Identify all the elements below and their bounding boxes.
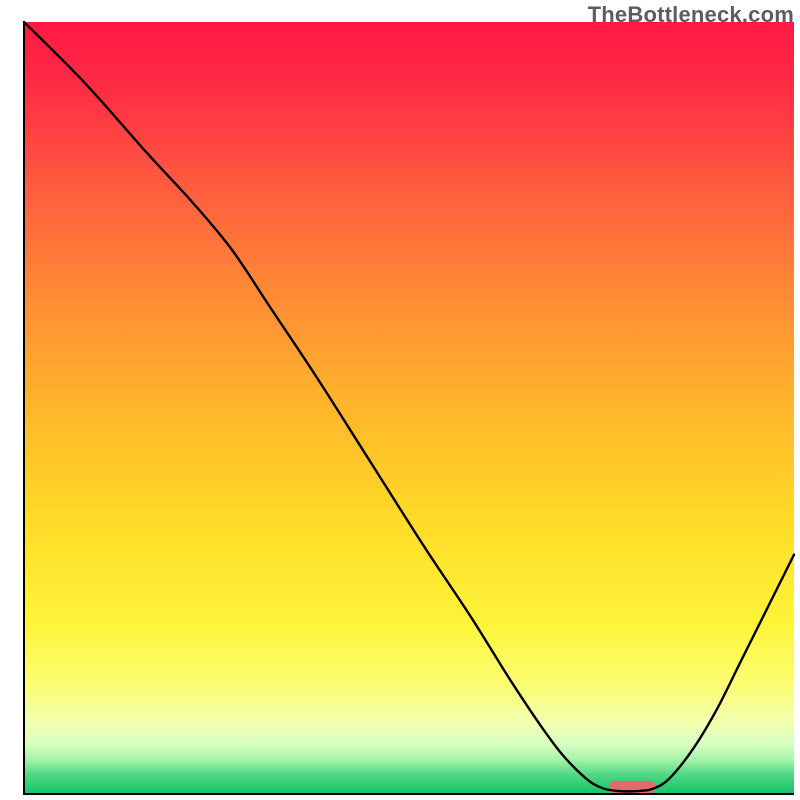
gradient-background bbox=[24, 22, 794, 794]
chart-container: TheBottleneck.com bbox=[0, 0, 800, 800]
watermark-text: TheBottleneck.com bbox=[588, 2, 794, 28]
bottleneck-curve-chart bbox=[0, 0, 800, 800]
